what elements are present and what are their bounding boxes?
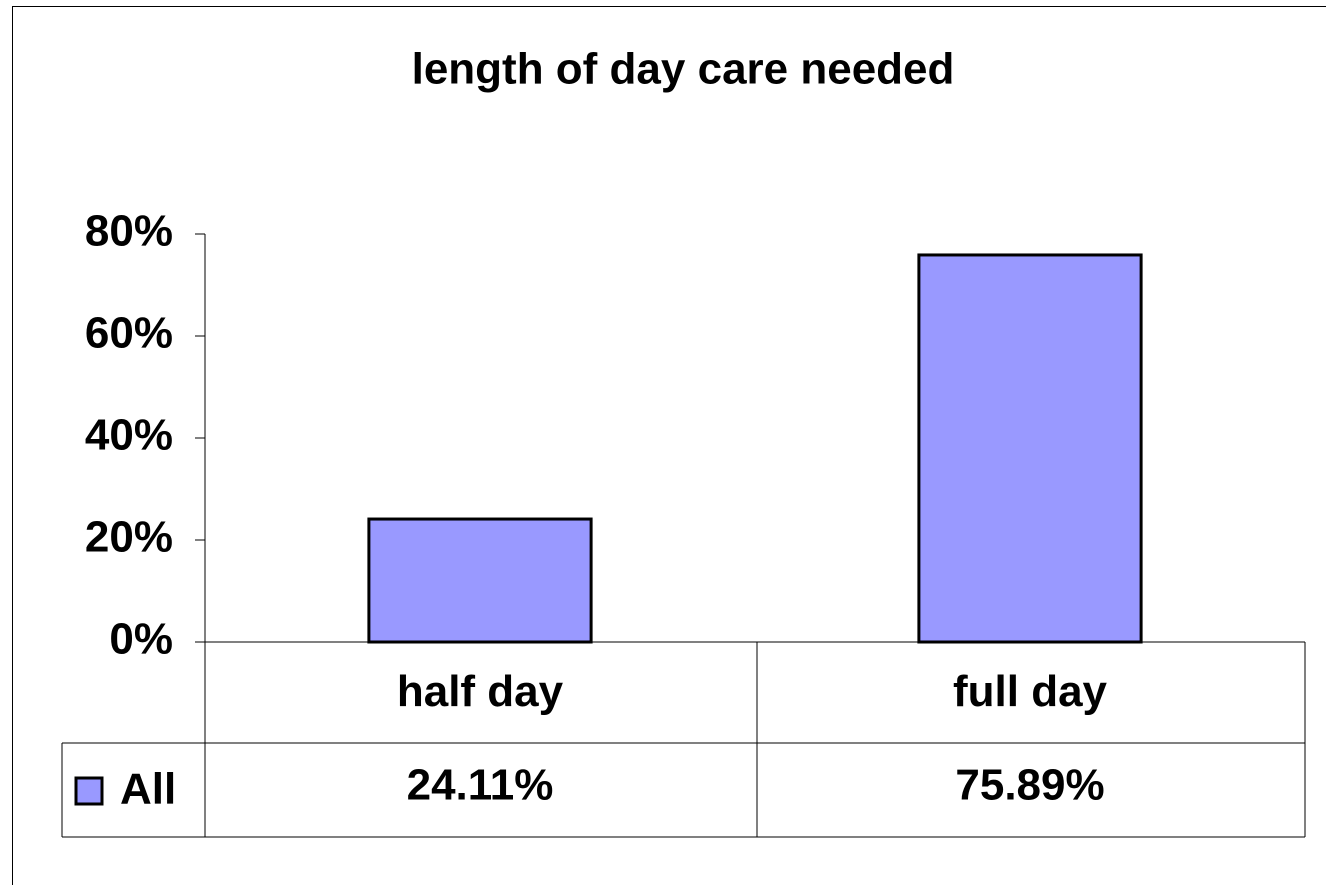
data-label: 24.11% — [407, 761, 554, 810]
data-label: 75.89% — [955, 761, 1104, 810]
x-tick-label: full day — [953, 667, 1108, 716]
chart-title: length of day care needed — [412, 45, 955, 94]
x-tick-label: half day — [397, 667, 564, 716]
bar — [917, 253, 1143, 644]
y-tick-label: 0% — [109, 615, 173, 664]
bar — [367, 517, 593, 644]
legend-label: All — [120, 765, 176, 814]
legend-swatch — [74, 776, 104, 806]
y-tick-label: 80% — [85, 207, 173, 256]
y-tick-label: 20% — [85, 513, 173, 562]
y-tick-label: 60% — [85, 309, 173, 358]
chart-frame — [12, 6, 1326, 885]
y-tick-label: 40% — [85, 411, 173, 460]
